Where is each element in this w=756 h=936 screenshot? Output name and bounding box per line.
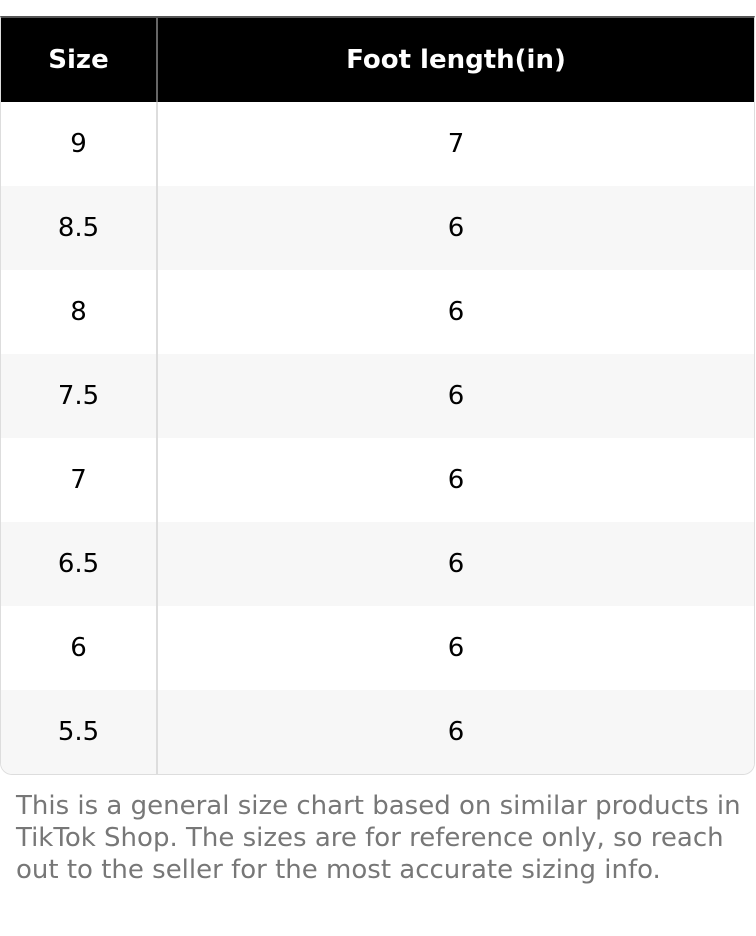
foot-length-cell: 6 bbox=[158, 522, 754, 606]
size-cell: 7 bbox=[1, 438, 158, 522]
size-cell: 6.5 bbox=[1, 522, 158, 606]
size-chart: Size Foot length(in) 9 7 8.5 6 8 6 7.5 6 7 6 6.5 6 6… bbox=[0, 16, 756, 775]
size-cell: 6 bbox=[1, 606, 158, 690]
foot-length-cell: 6 bbox=[447, 297, 465, 327]
table-row: 5.5 6 bbox=[1, 690, 754, 774]
header-foot-length: Foot length(in) bbox=[158, 18, 754, 102]
table-row: 7.5 6 bbox=[1, 354, 754, 438]
size-cell: 8.5 bbox=[1, 186, 158, 270]
foot-length-cell: 6 bbox=[447, 633, 465, 663]
size-chart-disclaimer: This is a general size chart based on si… bbox=[16, 791, 741, 885]
table-header-row: Size Foot length(in) bbox=[1, 18, 754, 102]
table-row: 8.5 6 bbox=[1, 186, 754, 270]
size-cell: 7.5 bbox=[1, 354, 158, 438]
size-cell: 9 bbox=[1, 102, 158, 186]
header-size: Size bbox=[1, 18, 158, 102]
foot-length-cell: 6 bbox=[158, 186, 754, 270]
size-cell: 8 bbox=[1, 270, 158, 354]
size-cell: 5.5 bbox=[1, 690, 158, 774]
foot-length-cell: 6 bbox=[158, 690, 754, 774]
foot-length-cell: 7 bbox=[447, 129, 465, 159]
size-table: Size Foot length(in) 9 7 8.5 6 8 6 7.5 6 7 6 6.5 6 6… bbox=[0, 16, 755, 775]
foot-length-cell: 6 bbox=[447, 465, 465, 495]
table-row: 6.5 6 bbox=[1, 522, 754, 606]
foot-length-cell: 6 bbox=[158, 354, 754, 438]
